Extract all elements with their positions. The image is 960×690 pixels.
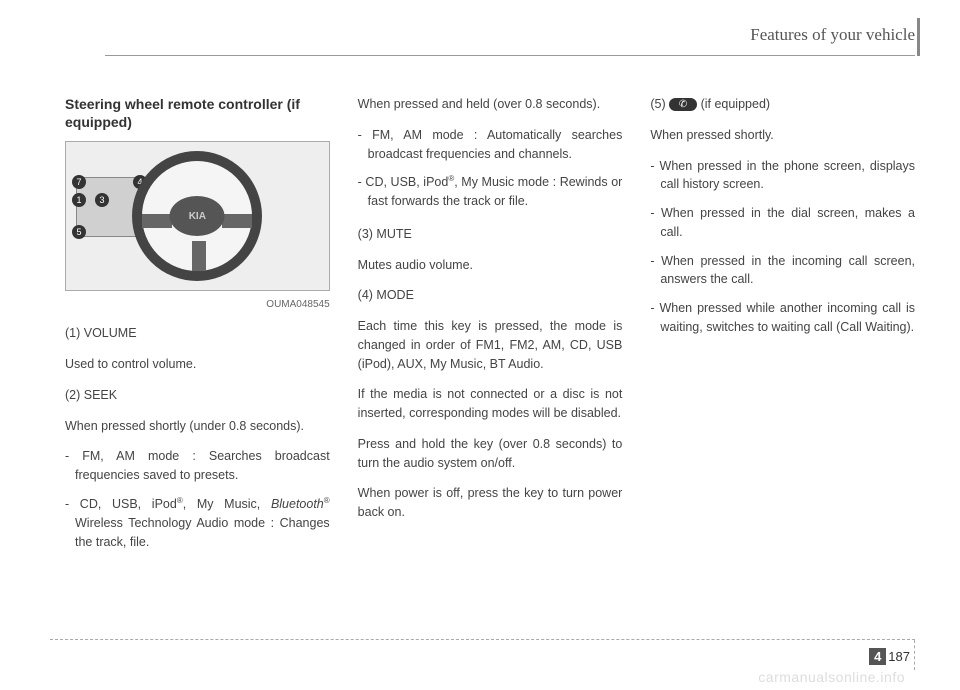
steering-wheel-figure: 1 2 3 4 5 6 7 KIA [65, 141, 330, 291]
volume-title: (1) VOLUME [65, 324, 330, 343]
mode-text-2: If the media is not connected or a disc … [358, 385, 623, 423]
badge-7: 7 [72, 175, 86, 189]
column-1: Steering wheel remote controller (if equ… [65, 95, 330, 615]
content-area: Steering wheel remote controller (if equ… [65, 95, 915, 615]
short-intro: When pressed shortly. [650, 126, 915, 145]
column-2: When pressed and held (over 0.8 seconds)… [358, 95, 623, 615]
header-accent [917, 18, 920, 56]
page-no: 187 [888, 649, 910, 664]
short-item-1: - When pressed in the phone screen, disp… [650, 157, 915, 195]
mute-text: Mutes audio volume. [358, 256, 623, 275]
footer-rule [50, 639, 915, 640]
held-intro: When pressed and held (over 0.8 seconds)… [358, 95, 623, 114]
mode-title: (4) MODE [358, 286, 623, 305]
wheel-logo: KIA [170, 196, 225, 236]
steering-wheel-icon: KIA [132, 151, 262, 281]
badge-5: 5 [72, 225, 86, 239]
item5-line: (5) (if equipped) [650, 95, 915, 114]
badge-3: 3 [95, 193, 109, 207]
mode-text-3: Press and hold the key (over 0.8 seconds… [358, 435, 623, 473]
mute-title: (3) MUTE [358, 225, 623, 244]
section-header: Features of your vehicle [750, 25, 915, 45]
mode-text-1: Each time this key is pressed, the mode … [358, 317, 623, 373]
mode-text-4: When power is off, press the key to turn… [358, 484, 623, 522]
page-number: 4 187 [869, 648, 910, 665]
volume-text: Used to control volume. [65, 355, 330, 374]
held-item-1: - FM, AM mode : Automatically searches b… [358, 126, 623, 164]
chapter-number: 4 [869, 648, 886, 665]
footer-vline [914, 640, 915, 670]
column-3: (5) (if equipped) When pressed shortly. … [650, 95, 915, 615]
short-item-4: - When pressed while another incoming ca… [650, 299, 915, 337]
badge-1: 1 [72, 193, 86, 207]
col1-heading: Steering wheel remote controller (if equ… [65, 95, 330, 131]
held-item-2: - CD, USB, iPod®, My Music mode : Rewind… [358, 173, 623, 211]
figure-code: OUMA048545 [65, 297, 330, 312]
seek-item-1: - FM, AM mode : Searches broadcast frequ… [65, 447, 330, 485]
seek-intro: When pressed shortly (under 0.8 seconds)… [65, 417, 330, 436]
phone-icon [669, 98, 697, 111]
short-item-3: - When pressed in the incoming call scre… [650, 252, 915, 290]
watermark: carmanualsonline.info [758, 669, 905, 685]
header-rule [105, 55, 915, 56]
seek-title: (2) SEEK [65, 386, 330, 405]
seek-item-2: - CD, USB, iPod®, My Music, Bluetooth® W… [65, 495, 330, 551]
short-item-2: - When pressed in the dial screen, makes… [650, 204, 915, 242]
